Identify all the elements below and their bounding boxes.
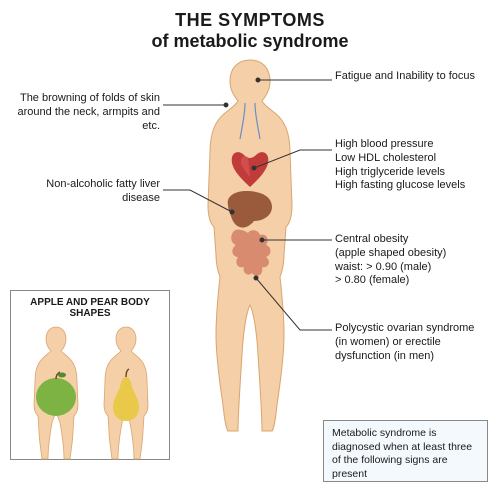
main-body-figure xyxy=(190,55,310,435)
title-block: THE SYMPTOMS of metabolic syndrome xyxy=(0,10,500,52)
label-fatty-liver: Non-alcoholic fatty liver disease xyxy=(10,178,160,206)
label-skin-folds: The browning of folds of skin around the… xyxy=(10,92,160,133)
label-pcos-ed: Polycystic ovarian syndrome (in women) o… xyxy=(335,322,485,363)
title-line1: THE SYMPTOMS xyxy=(0,10,500,31)
label-blood-levels: High blood pressure Low HDL cholesterol … xyxy=(335,138,495,193)
inset-figure xyxy=(11,319,171,467)
inset-title: APPLE AND PEAR BODY SHAPES xyxy=(11,291,169,319)
diagnosis-note-box: Metabolic syndrome is diagnosed when at … xyxy=(323,420,488,482)
inset-body-shapes: APPLE AND PEAR BODY SHAPES xyxy=(10,290,170,460)
title-line2: of metabolic syndrome xyxy=(0,31,500,52)
label-central-obesity: Central obesity (apple shaped obesity) w… xyxy=(335,233,495,288)
diagnosis-note-text: Metabolic syndrome is diagnosed when at … xyxy=(332,427,472,480)
label-fatigue: Fatigue and Inability to focus xyxy=(335,70,485,84)
